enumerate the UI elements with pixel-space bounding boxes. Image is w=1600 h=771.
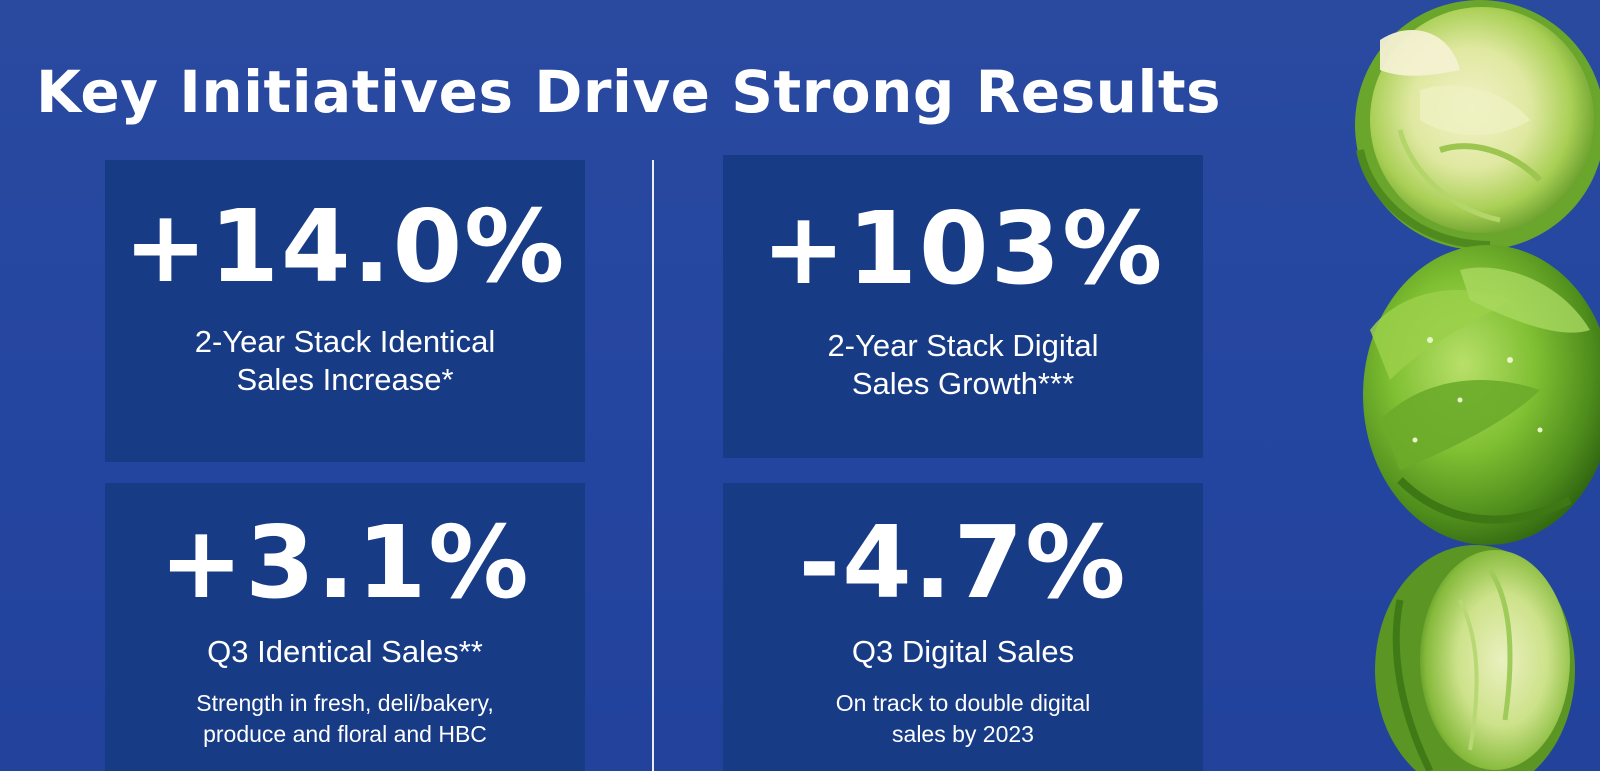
metric-label-line: Sales Growth***	[851, 366, 1075, 401]
slide-title: Key Initiatives Drive Strong Results	[36, 58, 1222, 126]
metric-note-line: Strength in fresh, deli/bakery,	[196, 690, 494, 716]
metric-value: -4.7%	[798, 504, 1128, 621]
metric-card-q3-digital-sales: -4.7% Q3 Digital Sales On track to doubl…	[723, 483, 1203, 771]
sprout-middle	[1363, 245, 1600, 545]
metric-label-line: Q3 Identical Sales**	[207, 634, 483, 669]
metric-value: +103%	[761, 190, 1165, 307]
metric-value: +3.1%	[159, 504, 531, 621]
metric-note-line: produce and floral and HBC	[203, 721, 487, 747]
metric-label: 2-Year Stack Digital Sales Growth***	[723, 327, 1203, 403]
metric-label: Q3 Digital Sales	[723, 633, 1203, 671]
metric-note: On track to double digital sales by 2023	[723, 688, 1203, 750]
sprout-top	[1355, 0, 1600, 250]
metric-label-line: 2-Year Stack Digital	[827, 328, 1099, 363]
metric-label: Q3 Identical Sales**	[105, 633, 585, 671]
metric-value: +14.0%	[123, 188, 567, 305]
sprout-bottom	[1375, 545, 1575, 771]
metric-card-q3-identical-sales: +3.1% Q3 Identical Sales** Strength in f…	[105, 483, 585, 771]
metric-label-line: 2-Year Stack Identical	[194, 324, 496, 359]
metric-card-digital-sales-2yr: +103% 2-Year Stack Digital Sales Growth*…	[723, 155, 1203, 458]
metric-note-line: sales by 2023	[892, 721, 1034, 747]
metric-card-identical-sales-2yr: +14.0% 2-Year Stack Identical Sales Incr…	[105, 160, 585, 462]
metric-label-line: Q3 Digital Sales	[851, 634, 1075, 669]
metric-label: 2-Year Stack Identical Sales Increase*	[105, 323, 585, 399]
brussels-sprouts-image	[1355, 0, 1600, 771]
vertical-divider	[652, 160, 654, 771]
metric-note-line: On track to double digital	[835, 690, 1091, 716]
metric-note: Strength in fresh, deli/bakery, produce …	[105, 688, 585, 750]
metric-label-line: Sales Increase*	[236, 362, 454, 397]
